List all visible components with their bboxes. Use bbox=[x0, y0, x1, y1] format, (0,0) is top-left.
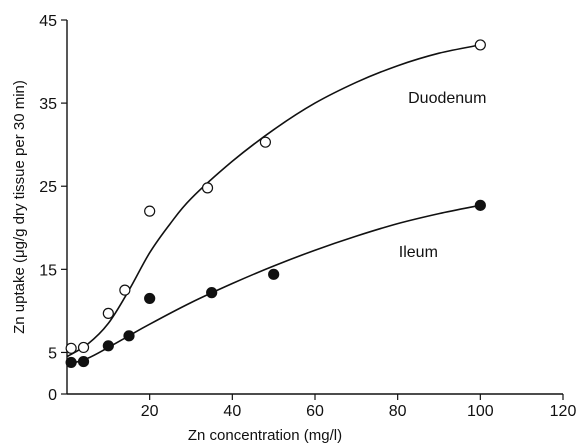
x-axis-title: Zn concentration (mg/l) bbox=[188, 427, 342, 443]
ileum-point bbox=[268, 268, 280, 280]
ileum-point bbox=[474, 199, 486, 211]
ileum-point bbox=[206, 287, 218, 299]
ileum-point bbox=[65, 356, 77, 369]
duodenum-point bbox=[144, 205, 156, 217]
axes: 0 5 15 25 35 45 20 40 60 80 100 120 Zn concentration… bbox=[11, 13, 576, 443]
duodenum-point bbox=[201, 182, 214, 194]
y-tick-label: 25 bbox=[39, 179, 57, 196]
duodenum-point bbox=[474, 39, 486, 51]
x-tick-label: 80 bbox=[389, 403, 407, 420]
y-tick-label: 5 bbox=[48, 345, 57, 362]
y-tick-label: 0 bbox=[48, 387, 57, 404]
duodenum-point bbox=[102, 307, 114, 319]
duodenum-point bbox=[77, 341, 90, 354]
y-tick-label: 45 bbox=[39, 13, 57, 30]
duodenum-curve bbox=[66, 44, 481, 358]
duodenum-point bbox=[65, 342, 77, 354]
x-tick-label: 40 bbox=[223, 403, 241, 420]
ileum-point bbox=[77, 355, 90, 368]
y-axis-title: Zn uptake (μg/g dry tissue per 30 min) bbox=[11, 80, 28, 334]
data-points bbox=[65, 39, 486, 369]
y-tick-label: 35 bbox=[39, 96, 57, 113]
y-tick-label: 15 bbox=[39, 262, 57, 279]
x-tick-label: 100 bbox=[467, 403, 494, 420]
ileum-label: Ileum bbox=[399, 244, 438, 261]
duodenum-point bbox=[119, 284, 131, 296]
series-labels: Duodenum Ileum bbox=[399, 90, 487, 261]
duodenum-label: Duodenum bbox=[408, 90, 486, 107]
ileum-point bbox=[102, 340, 114, 352]
x-tick-label: 20 bbox=[141, 403, 159, 420]
x-tick-label: 60 bbox=[306, 403, 324, 420]
duodenum-point bbox=[259, 136, 271, 148]
ileum-point bbox=[123, 330, 135, 342]
x-tick-label: 120 bbox=[550, 403, 577, 420]
ileum-point bbox=[144, 292, 156, 305]
